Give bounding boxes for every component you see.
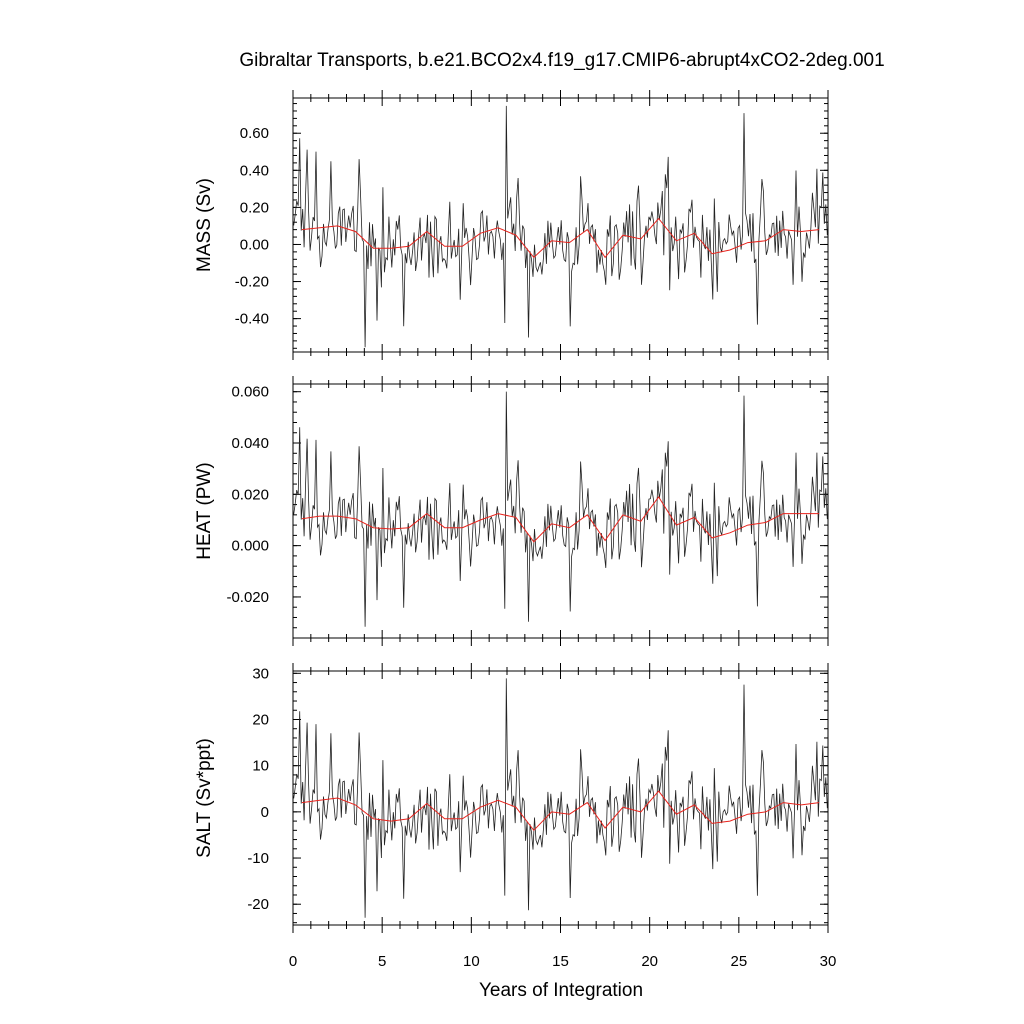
y-tick-label-salt: -20	[247, 896, 269, 913]
x-tick-label: 0	[289, 953, 297, 970]
monthly-series-mass	[293, 105, 828, 348]
panel-salt: 30 20 10 0 -10 -20 SALT (Sv*ppt)	[194, 663, 829, 933]
y-axis-label-heat: HEAT (PW)	[194, 462, 215, 559]
y-tick-label-salt: 20	[252, 711, 269, 728]
y-tick-label-heat: 0.020	[231, 486, 269, 503]
x-axis-label: Years of Integration	[479, 980, 643, 1001]
monthly-series-salt	[293, 678, 828, 918]
y-tick-label-mass: 0.60	[240, 125, 269, 142]
annual-mean-series-salt	[301, 790, 820, 832]
monthly-series-heat	[293, 391, 828, 627]
x-tick-label: 10	[463, 953, 480, 970]
x-tick-label: 25	[730, 953, 747, 970]
y-tick-label-salt: -10	[247, 850, 269, 867]
annual-mean-series-heat	[301, 496, 820, 543]
x-axis: 0 5 10 15 20 25 30	[289, 953, 837, 970]
y-tick-label-heat: 0.060	[231, 384, 269, 401]
y-tick-label-mass: 0.20	[240, 199, 269, 216]
y-tick-label-salt: 0	[261, 804, 269, 821]
y-tick-label-mass: 0.40	[240, 162, 269, 179]
annual-mean-series-mass	[301, 217, 820, 259]
x-tick-label: 5	[378, 953, 386, 970]
y-tick-label-mass: 0.00	[240, 236, 269, 253]
chart-title: Gibraltar Transports, b.e21.BCO2x4.f19_g…	[239, 50, 884, 71]
x-tick-label: 15	[552, 953, 569, 970]
y-tick-label-mass: -0.40	[235, 311, 269, 328]
y-tick-label-heat: 0.000	[231, 538, 269, 555]
y-tick-label-heat: -0.020	[226, 589, 269, 606]
y-tick-label-heat: 0.040	[231, 435, 269, 452]
y-tick-label-salt: 10	[252, 758, 269, 775]
x-tick-label: 20	[641, 953, 658, 970]
y-tick-label-salt: 30	[252, 665, 269, 682]
y-axis-label-salt: SALT (Sv*ppt)	[194, 738, 215, 858]
x-tick-label: 30	[820, 953, 837, 970]
panel-heat: 0.060 0.040 0.020 0.000 -0.020 HEAT (PW)	[194, 376, 829, 646]
y-axis-label-mass: MASS (Sv)	[194, 178, 215, 272]
y-tick-label-mass: -0.20	[235, 274, 269, 291]
panel-mass: 0.60 0.40 0.20 0.00 -0.20 -0.40 MASS (Sv)	[194, 90, 829, 360]
panels: 0.60 0.40 0.20 0.00 -0.20 -0.40 MASS (Sv) 0.060…	[194, 90, 829, 933]
